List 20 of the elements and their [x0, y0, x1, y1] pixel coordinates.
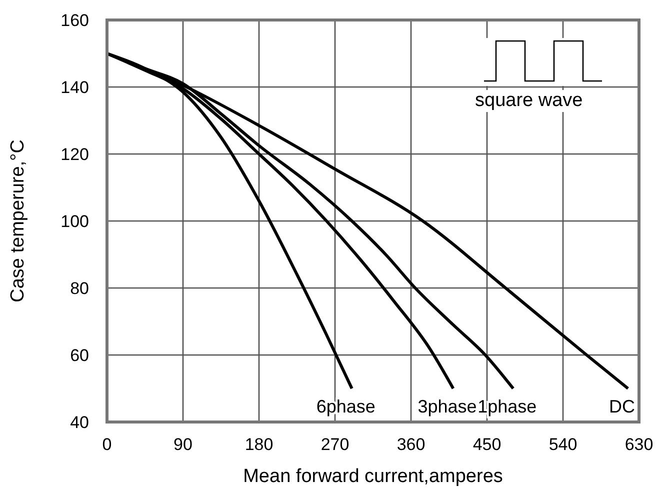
x-tick-label: 180 [244, 435, 274, 454]
y-tick-label: 160 [60, 11, 89, 30]
y-tick-label: 60 [70, 346, 89, 366]
y-tick-label: 100 [60, 212, 89, 232]
series-label: 3phase [418, 396, 477, 416]
y-tick-label: 120 [60, 145, 89, 164]
annotation: square wave [471, 90, 587, 112]
y-axis-title: Case temperure,°C [8, 140, 29, 302]
y-tick-label: 80 [70, 279, 89, 298]
series-label: DC [609, 396, 636, 416]
x-tick-label: 0 [102, 435, 112, 454]
x-tick-label: 630 [624, 435, 654, 454]
y-tick-label: 140 [60, 78, 89, 98]
x-tick-label: 360 [396, 435, 426, 454]
x-tick-label: 540 [548, 435, 578, 454]
y-tick-label: 40 [70, 413, 89, 432]
x-tick-label: 90 [174, 435, 192, 454]
x-tick-label: 270 [320, 435, 350, 454]
x-tick-label: 450 [472, 435, 502, 454]
x-axis-title: Mean forward current,amperes [243, 466, 503, 487]
